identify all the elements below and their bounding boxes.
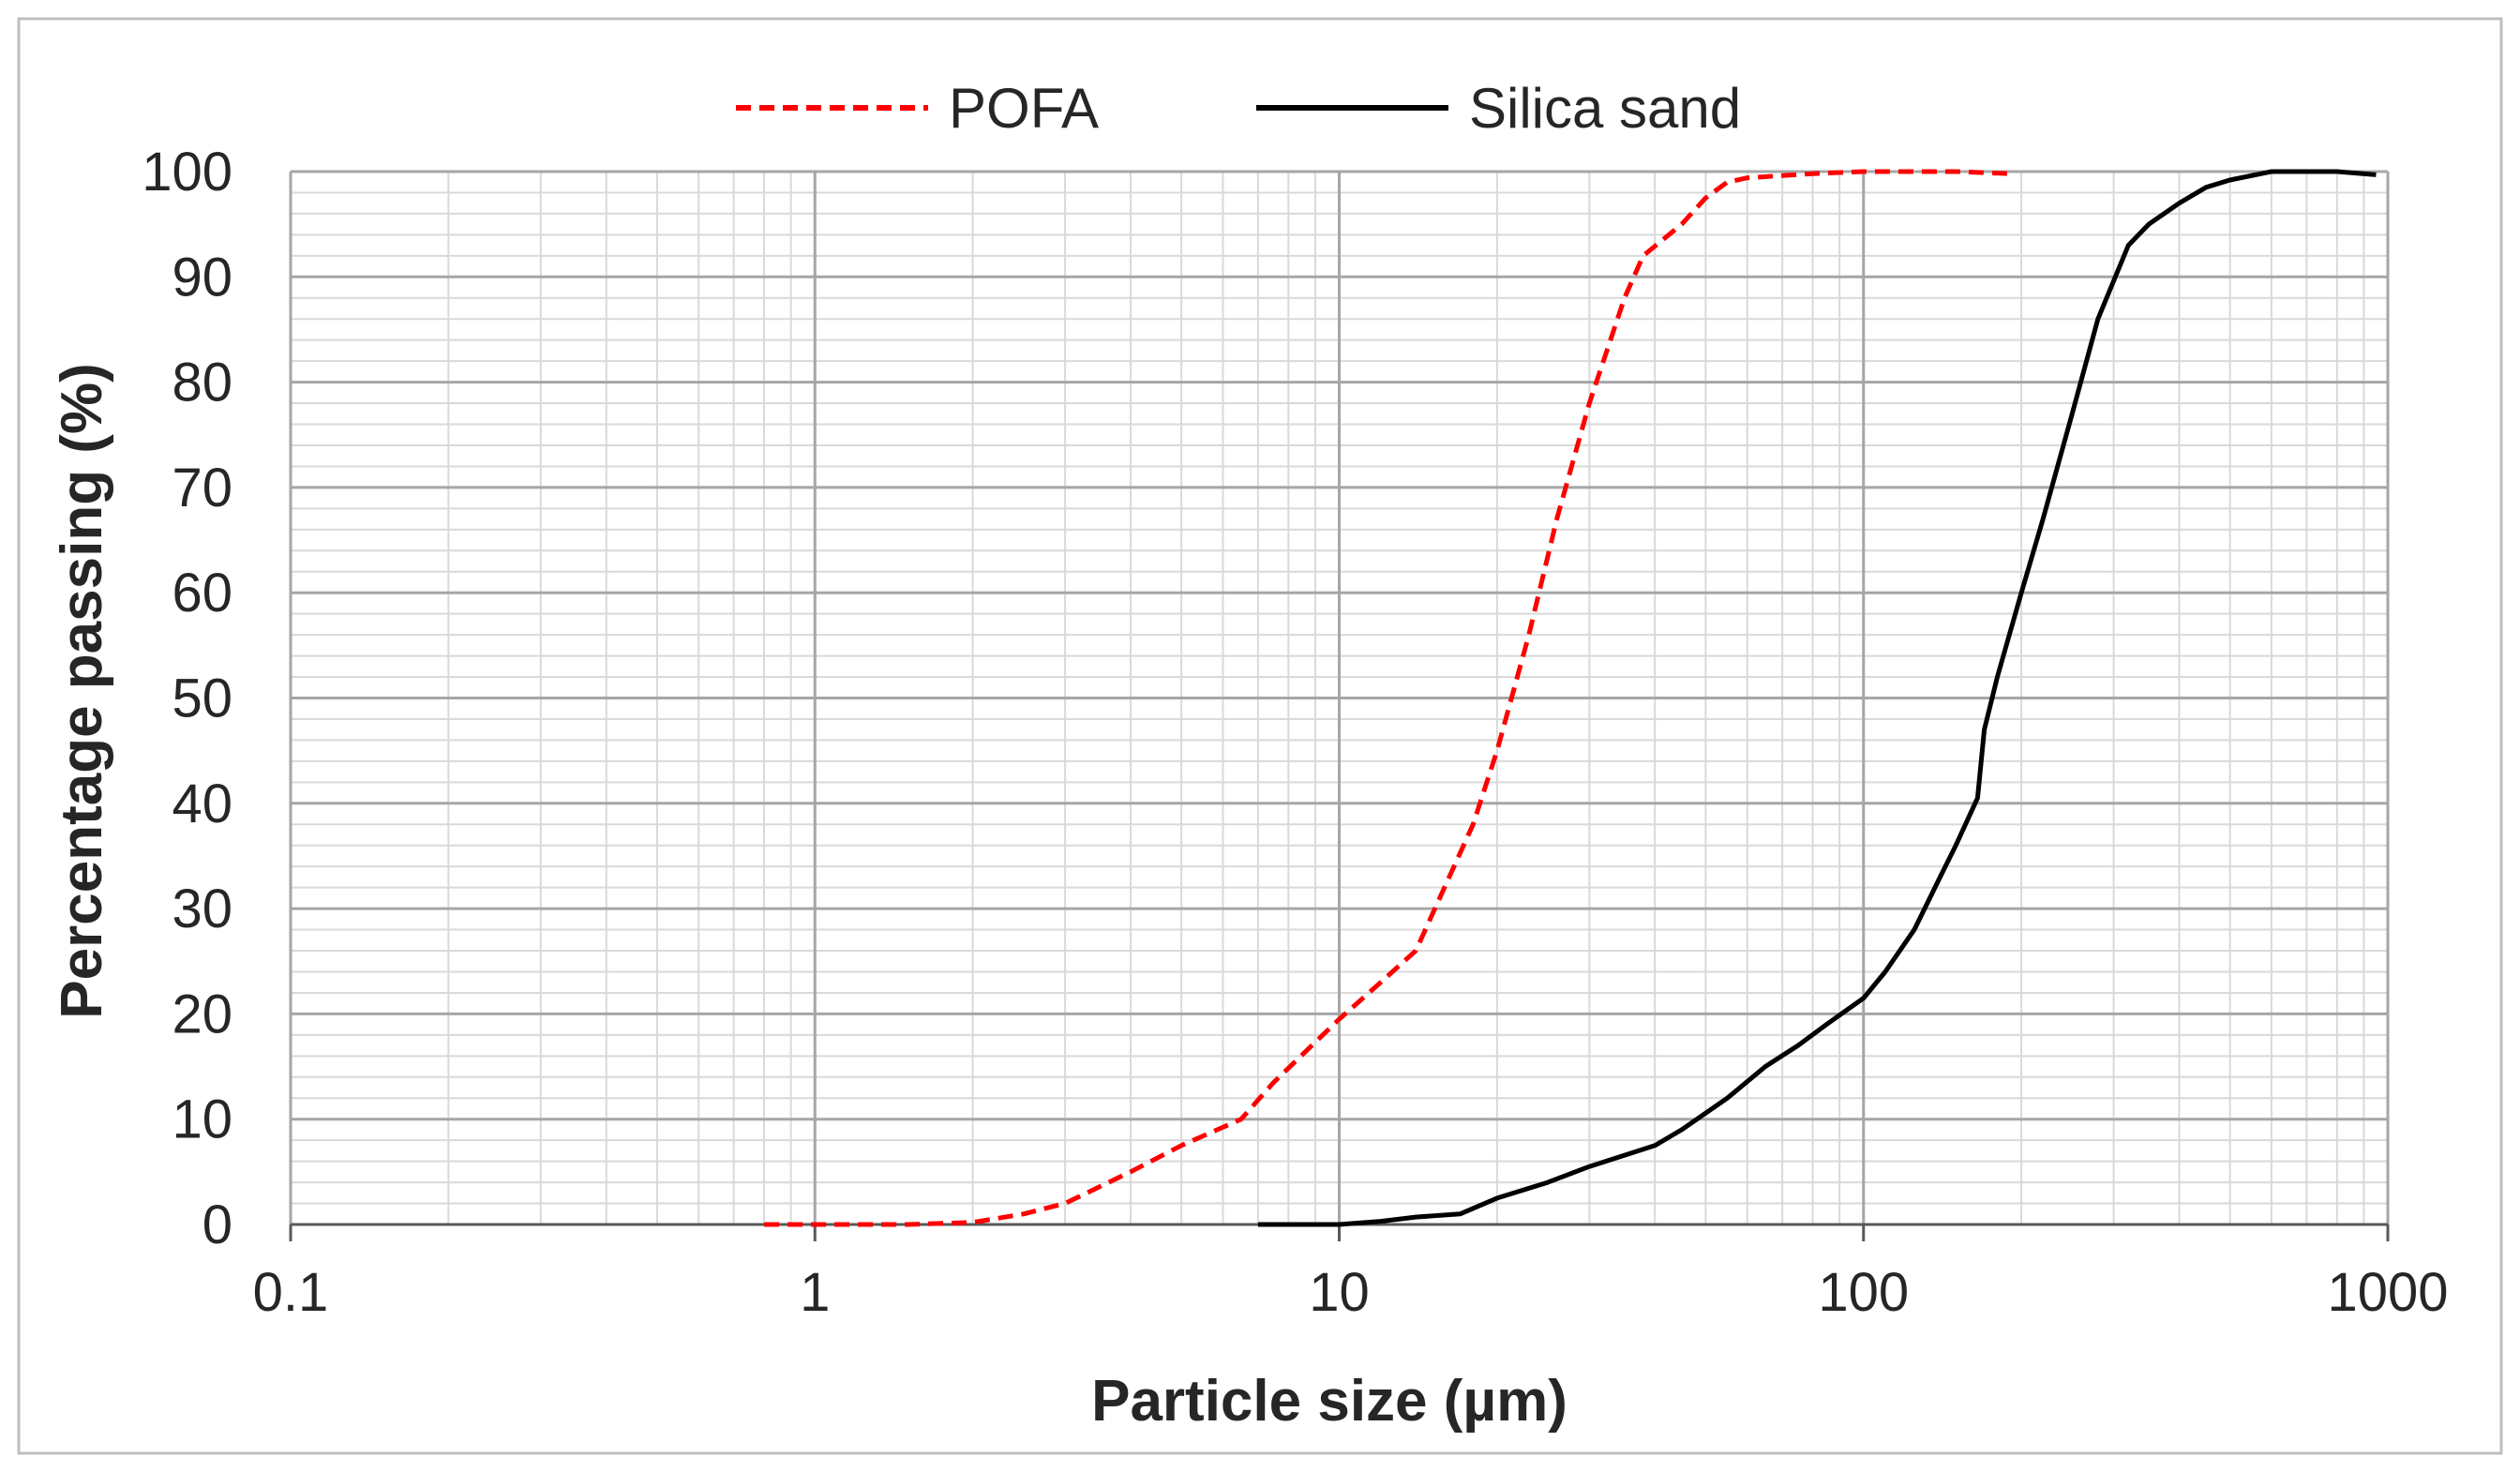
x-axis-title: Particle size (µm) xyxy=(1091,1369,1568,1434)
series-line-silica-sand xyxy=(1257,169,2377,1227)
x-tick-label: 0.1 xyxy=(253,1262,329,1323)
y-tick-labels: 0 10 20 30 40 50 60 70 80 90 100 xyxy=(142,142,232,1255)
legend-label-silica-sand: Silica sand xyxy=(1469,77,1741,140)
y-tick-label: 30 xyxy=(172,879,232,939)
y-tick-label: 60 xyxy=(172,563,232,623)
y-tick-label: 70 xyxy=(172,458,232,518)
y-tick-label: 0 xyxy=(202,1194,232,1255)
x-tick-labels: 0.1 1 10 100 1000 xyxy=(253,1262,2449,1323)
y-tick-label: 50 xyxy=(172,668,232,729)
y-tick-label: 20 xyxy=(172,984,232,1044)
y-axis-title: Percentage passing (%) xyxy=(50,363,114,1018)
x-tick-label: 100 xyxy=(1818,1262,1909,1323)
chart-border xyxy=(17,17,2503,1455)
x-tick-label: 1 xyxy=(800,1262,830,1323)
series-layer xyxy=(764,169,2377,1227)
y-tick-label: 80 xyxy=(172,353,232,413)
series-line-pofa xyxy=(764,169,2010,1227)
legend-label-pofa: POFA xyxy=(949,77,1099,140)
legend: POFA Silica sand xyxy=(736,77,1741,140)
x-tick-label: 1000 xyxy=(2327,1262,2448,1323)
y-tick-label: 100 xyxy=(142,142,232,203)
y-tick-label: 90 xyxy=(172,247,232,308)
x-tick-label: 10 xyxy=(1309,1262,1370,1323)
y-tick-label: 10 xyxy=(172,1089,232,1150)
y-tick-label: 40 xyxy=(172,774,232,834)
